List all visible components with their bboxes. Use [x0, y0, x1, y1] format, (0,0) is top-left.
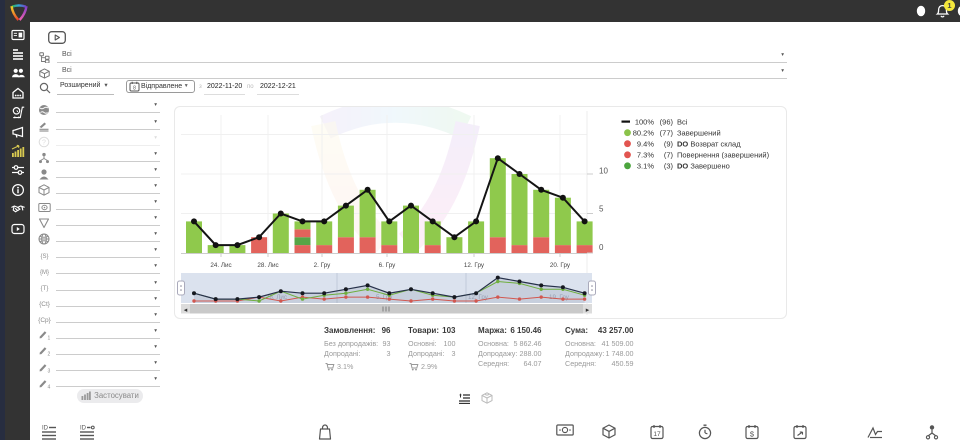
svg-text:(7): (7) [664, 151, 674, 160]
svg-text:DO Завершено: DO Завершено [677, 162, 730, 171]
svg-text:{Ct}: {Ct} [39, 301, 51, 308]
svg-text:28. Лис: 28. Лис [266, 294, 287, 301]
svg-text:Повернення (завершений): Повернення (завершений) [677, 151, 770, 160]
svg-text:{M}: {M} [40, 270, 49, 276]
svg-text:12. Гру: 12. Гру [468, 294, 489, 301]
svg-text:▸: ▸ [586, 307, 590, 314]
svg-text:(3): (3) [664, 162, 674, 171]
svg-text:◂: ◂ [184, 307, 188, 314]
svg-text:0: 0 [599, 243, 604, 252]
svg-text:3: 3 [48, 368, 51, 374]
svg-text:{T}: {T} [41, 286, 49, 292]
svg-text:7.3%: 7.3% [637, 151, 654, 160]
svg-text:2: 2 [48, 352, 51, 358]
svg-text:5. Гру: 5. Гру [376, 294, 393, 301]
svg-text:ID: ID [80, 426, 87, 432]
svg-text:{S}: {S} [40, 254, 48, 260]
svg-text:10: 10 [599, 167, 608, 176]
svg-text:8: 8 [133, 85, 136, 91]
svg-text:(77): (77) [660, 128, 674, 137]
svg-text:9.4%: 9.4% [637, 140, 654, 149]
svg-text:Завершений: Завершений [677, 128, 721, 137]
svg-text:1: 1 [48, 336, 51, 342]
svg-text:6. Гру: 6. Гру [379, 262, 396, 269]
svg-text:(9): (9) [664, 140, 674, 149]
svg-text:80.2%: 80.2% [633, 128, 655, 137]
svg-text:4: 4 [48, 384, 51, 390]
svg-text:19. Гру: 19. Гру [549, 294, 570, 301]
svg-text:24. Лис: 24. Лис [210, 262, 231, 269]
svg-text:Всі: Всі [677, 117, 688, 126]
svg-text:20. Гру: 20. Гру [550, 262, 571, 269]
svg-text:$: $ [750, 430, 755, 439]
svg-text:2. Гру: 2. Гру [314, 262, 331, 269]
svg-text:100%: 100% [635, 117, 655, 126]
svg-text:?: ? [42, 139, 46, 146]
svg-text:{Cp}: {Cp} [38, 317, 51, 324]
svg-text:ID: ID [42, 426, 49, 432]
svg-text:17: 17 [653, 431, 661, 438]
svg-text:5: 5 [599, 205, 604, 214]
svg-text:12. Гру: 12. Гру [464, 262, 485, 269]
svg-text:DO Возврат склад: DO Возврат склад [677, 140, 741, 149]
svg-text:(96): (96) [660, 117, 674, 126]
svg-text:3.1%: 3.1% [637, 162, 654, 171]
svg-text:28. Лис: 28. Лис [257, 262, 278, 269]
